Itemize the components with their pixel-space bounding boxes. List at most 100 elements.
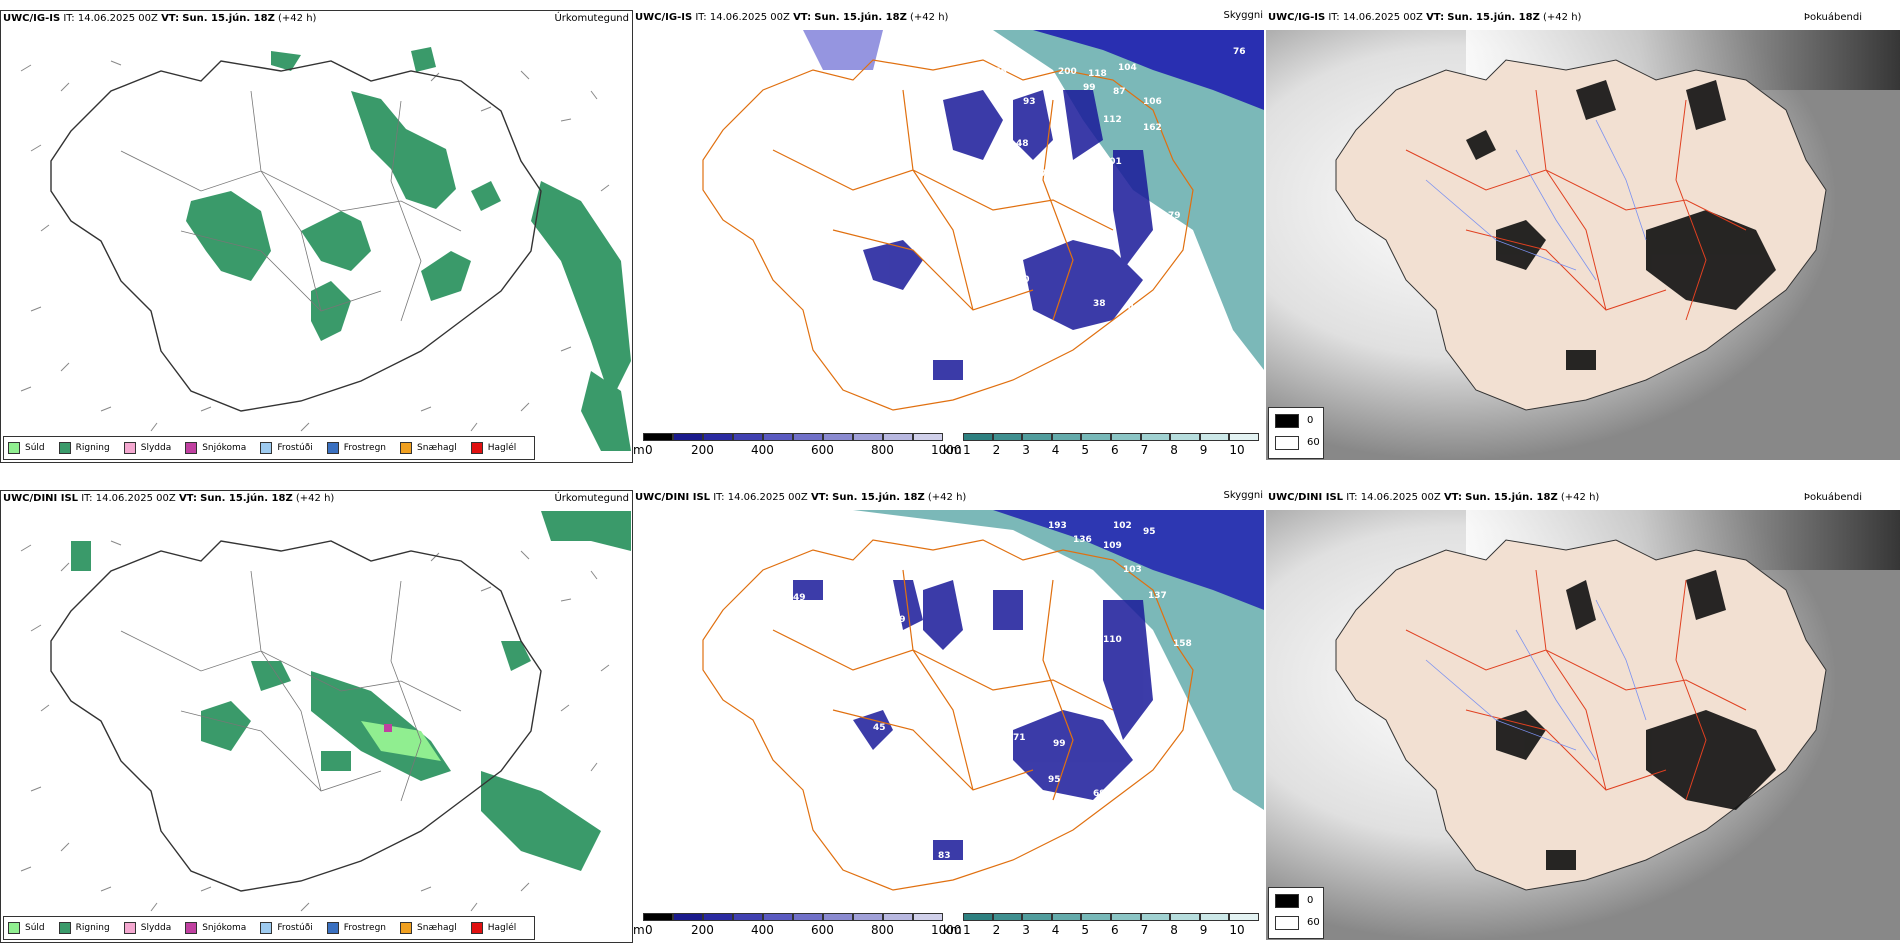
colorbar-segment — [1111, 913, 1141, 921]
precip-legend-item: Frostregn — [326, 442, 387, 454]
visibility-value: 158 — [1173, 639, 1192, 649]
colorbar-unit-m: m — [633, 443, 645, 457]
colorbar-tick-label: 400 — [751, 923, 774, 937]
precip-legend-swatch — [58, 922, 71, 934]
visibility-value: 79 — [1168, 211, 1181, 221]
colorbar-tick-label: 6 — [1111, 443, 1119, 457]
precip-legend-label: Snjókoma — [202, 443, 247, 453]
colorbar-tick-label: 600 — [811, 923, 834, 937]
precip-legend-item: Súld — [8, 442, 45, 454]
visibility-value: 89 — [938, 388, 951, 398]
colorbar-segment — [963, 913, 993, 921]
fog-map — [1266, 510, 1900, 940]
colorbar-tick-label: 1 — [963, 923, 971, 937]
colorbar-segment — [1022, 433, 1052, 441]
visibility-value: 45 — [873, 723, 886, 733]
visibility-value: 76 — [1033, 317, 1046, 327]
precip-legend-swatch — [400, 922, 413, 934]
colorbar-tick-label: 5 — [1081, 443, 1090, 457]
colorbar-tick-label: 9 — [1199, 443, 1208, 457]
visibility-value: 218 — [978, 49, 997, 59]
colorbar-tick-label: 600 — [811, 443, 834, 457]
precip-legend-label: Frostúði — [277, 443, 313, 453]
colorbar-tick-label: 5 — [1081, 923, 1090, 937]
precip-legend-label: Frostúði — [277, 923, 313, 933]
visibility-value: 262 — [1003, 59, 1022, 69]
colorbar-segment — [1081, 433, 1111, 441]
iceland-outline — [50, 60, 542, 412]
panel-title: UWC/DINI ISL IT: 14.06.2025 00Z VT: Sun.… — [635, 492, 967, 503]
colorbar-tick-label: 1000 — [931, 443, 962, 457]
precip-legend-label: Frostregn — [343, 923, 387, 933]
precip-areas — [71, 511, 631, 871]
colorbar-unit-km: km — [943, 923, 962, 937]
colorbar-segment — [1022, 913, 1052, 921]
precip-legend-item: Slydda — [123, 442, 172, 454]
colorbar-segment — [883, 913, 913, 921]
colorbar-segment — [853, 913, 883, 921]
colorbar-segment — [793, 913, 823, 921]
colorbar-segment — [1229, 433, 1259, 441]
visibility-value: 95 — [1143, 527, 1156, 537]
precip-legend-item: Rigning — [58, 922, 110, 934]
visibility-value: 87 — [1113, 87, 1126, 97]
precip-legend-item: Slydda — [123, 922, 171, 934]
visibility-value: 110 — [1103, 635, 1122, 645]
visibility-value: 109 — [1103, 541, 1122, 551]
precip-legend-label: Súld — [25, 443, 45, 453]
colorbar-segment — [1229, 913, 1259, 921]
precip-legend-swatch — [470, 442, 483, 454]
visibility-value: 193 — [1048, 521, 1067, 531]
colorbar-tick-label: 2 — [992, 923, 1001, 937]
precip-legend-swatch — [185, 922, 198, 934]
colorbar-segment — [673, 913, 703, 921]
colorbar-tick-label: 8 — [1170, 923, 1178, 937]
colorbar-segment — [703, 433, 733, 441]
visibility-value: 71 — [1013, 733, 1026, 743]
precip-legend-swatch — [260, 922, 273, 934]
precip-legend-label: Rigning — [75, 923, 110, 933]
precip-legend-label: Frostregn — [343, 443, 387, 453]
precip-panel-top: UWC/IG-IS IT: 14.06.2025 00Z VT: Sun. 15… — [0, 10, 633, 463]
colorbar-tick-label: 9 — [1199, 923, 1208, 937]
precip-legend-swatch — [8, 442, 20, 454]
colorbar-tick-label: 800 — [871, 923, 894, 937]
colorbar-tick-label: 3 — [1022, 923, 1030, 937]
visibility-value: 50 — [1017, 275, 1030, 285]
visibility-value: 94 — [1003, 309, 1016, 319]
precip-legend-swatch — [400, 442, 413, 454]
colorbar-tick-label: 0 — [645, 923, 653, 937]
visibility-value: 86 — [878, 285, 891, 295]
colorbar-tick-label: 10 — [1229, 923, 1245, 937]
visibility-value: 83 — [938, 851, 951, 861]
panel-name: Úrkomutegund — [554, 493, 629, 504]
colorbar-segment — [913, 433, 943, 441]
colorbar-segment — [763, 913, 793, 921]
visibility-value: 107 — [1028, 169, 1047, 179]
visibility-value: 51 — [1133, 739, 1146, 749]
colorbar-tick-label: 2 — [992, 443, 1001, 457]
visibility-value: 136 — [1073, 535, 1092, 545]
precip-legend-label: Súld — [25, 923, 45, 933]
fog-legend-swatch-0 — [1275, 894, 1299, 908]
panel-name: Þokuábendi — [1803, 12, 1862, 23]
colorbar-tick-label: 6 — [1111, 923, 1119, 937]
colorbar-segment — [793, 433, 823, 441]
colorbar-tick-label: 0 — [645, 443, 653, 457]
roads — [120, 90, 462, 322]
visibility-value: 200 — [1058, 67, 1077, 77]
fog-legend-label-1: 60 — [1307, 437, 1320, 448]
colorbar-segment — [1170, 433, 1200, 441]
precip-legend-label: Slydda — [140, 443, 172, 453]
visibility-value: 99 — [1053, 739, 1066, 749]
panel-name: Skyggni — [1223, 490, 1263, 501]
precip-legend-item: Snæhagl — [400, 922, 457, 934]
precip-legend-label: Rigning — [75, 443, 110, 453]
precip-legend-item: Haglél — [470, 922, 516, 934]
colorbar-tick-label: 1 — [963, 443, 971, 457]
precip-legend-item: Snjókoma — [185, 922, 246, 934]
precip-legend-label: Haglél — [487, 443, 517, 453]
panel-title: UWC/IG-IS IT: 14.06.2025 00Z VT: Sun. 15… — [635, 12, 949, 23]
colorbar-segment — [992, 913, 1023, 921]
precip-map — [20, 47, 631, 451]
